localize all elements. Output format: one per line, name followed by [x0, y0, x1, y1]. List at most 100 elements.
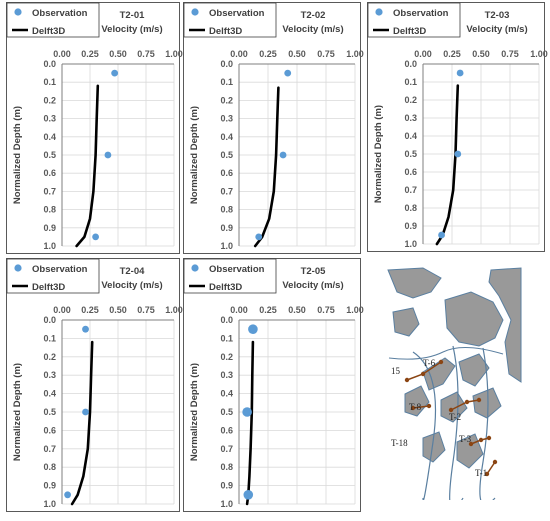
y-tick-label: 0.4 [220, 389, 233, 399]
map-label-15: 15 [391, 366, 400, 376]
legend-box [183, 258, 277, 294]
observation-point [255, 233, 263, 241]
y-tick-label: 0.2 [220, 95, 233, 105]
x-axis-title: Velocity (m/s) [466, 24, 527, 35]
chart-panel-t2-05: 0.00 0.25 0.50 0.75 1.00 0.0 0.1 0.2 0.3 0.4 0.5 0.… [183, 258, 364, 512]
land-mass-west [392, 307, 420, 337]
observation-point [438, 231, 445, 239]
land-mass-central [444, 291, 504, 347]
observation-point [82, 325, 89, 333]
y-tick-label: 0.7 [220, 186, 233, 196]
x-tick-label: 0.00 [53, 49, 71, 59]
y-tick-label: 0.0 [404, 59, 417, 69]
y-tick-label: 0.2 [43, 95, 56, 105]
observation-point [92, 233, 99, 241]
y-tick-label: 0.8 [43, 205, 56, 215]
chart-title: T2-01 [120, 10, 146, 21]
x-tick-label: 0.50 [472, 49, 490, 59]
y-tick-label: 0.6 [43, 425, 56, 435]
x-tick-label: 0.25 [259, 49, 277, 59]
y-tick-label: 0.5 [43, 150, 56, 160]
x-axis-title: Velocity (m/s) [282, 24, 343, 35]
observation-point [456, 69, 464, 77]
chart-svg-t2-03: 0.00 0.25 0.50 0.75 1.00 0.0 0.1 0.2 0.3 0.4 0.5 0.… [367, 2, 548, 252]
y-tick-label: 0.4 [43, 389, 56, 399]
x-axis-title: Velocity (m/s) [282, 280, 343, 291]
y-tick-label: 0.9 [220, 223, 233, 233]
estuary-map-graphic [383, 262, 523, 500]
y-axis-title: Normalized Depth (m) [12, 363, 23, 461]
transect-t8 [412, 405, 430, 409]
estuary-map: 15 T-6 T-8 T-2 T-3 T-18 T-1 [383, 262, 523, 500]
observation-point [284, 69, 292, 77]
x-tick-label: 0.75 [501, 49, 519, 59]
x-tick-label: 0.00 [230, 49, 248, 59]
x-tick-label: 0.00 [53, 305, 71, 315]
y-tick-label: 0.0 [43, 315, 56, 325]
y-tick-label: 0.5 [404, 149, 417, 159]
chart-title: T2-04 [120, 266, 146, 277]
y-tick-label: 0.1 [404, 77, 417, 87]
panel-frame [6, 2, 180, 254]
transect-t6-point [438, 359, 444, 365]
chart-panel-t2-01: 0.00 0.25 0.50 0.75 1.00 0.0 0.1 0.2 0.3 0.4 0.5 0.… [6, 2, 183, 254]
chart-svg-t2-04: 0.00 0.25 0.50 0.75 1.00 0.0 0.1 0.2 0.3 0.4 0.5 0.… [6, 258, 183, 512]
y-tick-label: 0.2 [43, 352, 56, 362]
chart-panel-t2-02: 0.00 0.25 0.50 0.75 1.00 0.0 0.1 0.2 0.3 0.4 0.5 0.… [183, 2, 364, 254]
x-axis-title: Velocity (m/s) [101, 24, 162, 35]
x-tick-label: 1.00 [530, 49, 548, 59]
map-label-t3: T-3 [459, 434, 472, 444]
y-tick-label: 0.8 [220, 205, 233, 215]
chart-svg-t2-01: 0.00 0.25 0.50 0.75 1.00 0.0 0.1 0.2 0.3 0.4 0.5 0.… [6, 2, 183, 254]
legend-observation-label: Observation [32, 8, 88, 19]
transect-t8-point [426, 403, 432, 409]
y-tick-label: 0.6 [43, 168, 56, 178]
legend-model-label: Delft3D [209, 26, 242, 37]
map-label-t8: T-8 [409, 402, 422, 412]
transect-t6-point [420, 371, 426, 377]
y-tick-label: 0.9 [220, 481, 233, 491]
delft3d-profile-line [75, 84, 100, 248]
y-tick-label: 1.0 [220, 241, 233, 251]
delft3d-profile-line [253, 86, 280, 248]
y-tick-label: 0.1 [43, 333, 56, 343]
legend-model-label: Delft3D [209, 282, 242, 293]
legend-model-label: Delft3D [393, 26, 426, 37]
y-tick-label: 0.8 [43, 462, 56, 472]
y-tick-label: 0.4 [220, 132, 233, 142]
chart-svg-t2-02: 0.00 0.25 0.50 0.75 1.00 0.0 0.1 0.2 0.3 0.4 0.5 0.… [183, 2, 364, 254]
x-tick-label: 1.00 [346, 305, 364, 315]
land-island-6 [422, 431, 446, 463]
x-tick-label: 0.50 [109, 49, 127, 59]
legend-observation-label: Observation [393, 8, 449, 19]
legend-observation-marker [14, 264, 22, 272]
legend-observation-marker [375, 8, 383, 16]
y-tick-label: 0.7 [220, 444, 233, 454]
panel-frame [183, 258, 361, 512]
y-tick-label: 1.0 [220, 499, 233, 509]
chart-title: T2-03 [485, 10, 510, 21]
y-tick-label: 0.3 [220, 370, 233, 380]
x-tick-label: 0.75 [137, 49, 155, 59]
y-tick-label: 0.4 [404, 131, 417, 141]
legend-box [6, 2, 100, 38]
x-tick-label: 1.00 [165, 49, 183, 59]
x-tick-label: 0.25 [443, 49, 461, 59]
y-tick-label: 0.7 [43, 186, 56, 196]
y-tick-label: 1.0 [43, 241, 56, 251]
chart-panel-t2-04: 0.00 0.25 0.50 0.75 1.00 0.0 0.1 0.2 0.3 0.4 0.5 0.… [6, 258, 183, 512]
legend-observation-marker [14, 8, 22, 16]
y-tick-label: 0.3 [43, 114, 56, 124]
observation-point [104, 151, 112, 159]
channel-line-1 [412, 351, 437, 500]
y-tick-label: 0.7 [404, 185, 417, 195]
y-tick-label: 0.0 [43, 59, 56, 69]
x-tick-label: 0.75 [317, 49, 335, 59]
transect-t3-point [486, 435, 492, 441]
channel-line-4 [388, 347, 504, 360]
observation-point [454, 150, 462, 158]
y-tick-label: 0.5 [220, 150, 233, 160]
y-tick-label: 0.5 [220, 407, 233, 417]
channel-line-2 [449, 345, 464, 500]
channel-line-3 [479, 347, 496, 500]
